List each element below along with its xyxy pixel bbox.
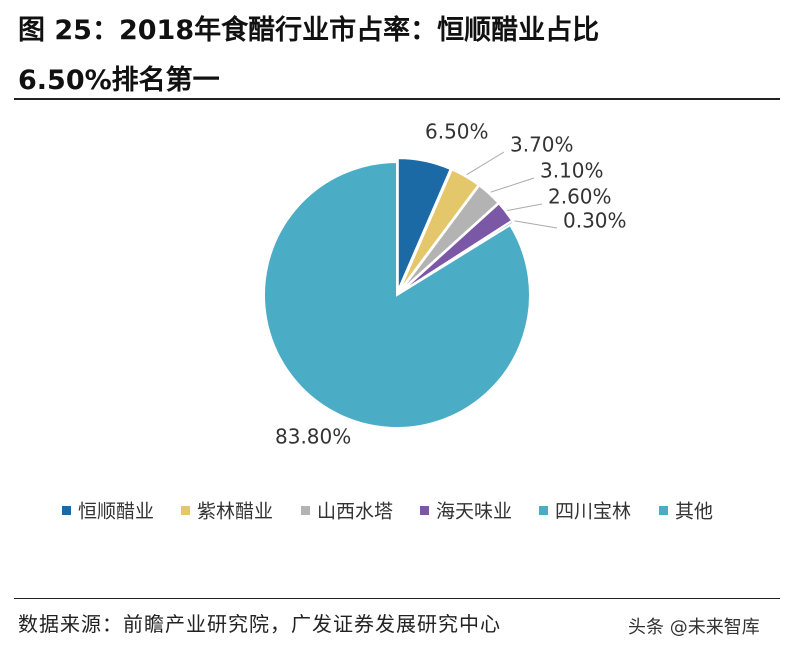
legend-label: 四川宝林 (555, 501, 631, 523)
legend-swatch (62, 506, 71, 515)
legend-label: 恒顺醋业 (78, 501, 154, 523)
data-label: 83.80% (275, 425, 351, 449)
rule (14, 598, 780, 599)
chart: 6.50% 3.70%3.10%2.60%0.30% 83.80% 恒顺醋业 紫林醋业 山… (62, 120, 713, 523)
rule (14, 98, 780, 100)
title: 图 25：2018年食醋行业市占率：恒顺醋业占比 (18, 15, 600, 46)
legend-swatch (301, 506, 310, 515)
leader-line (507, 203, 543, 211)
legend-swatch (420, 506, 429, 515)
pie-slice (396, 157, 452, 292)
legend-swatch (181, 506, 190, 515)
data-label: 2.60% (548, 185, 612, 209)
leader-line (514, 220, 558, 229)
legend-label: 山西水塔 (317, 501, 393, 523)
pie-slice (263, 160, 531, 429)
data-label: 0.30% (563, 209, 627, 233)
leader-line (466, 151, 505, 176)
watermark: 头条 @未来智库 (628, 617, 760, 638)
data-label: 3.10% (540, 159, 604, 183)
legend-label: 海天味业 (436, 501, 512, 523)
legend-label: 紫林醋业 (197, 501, 273, 523)
title: 6.50%排名第一 (18, 65, 220, 96)
data-label: 6.50% (425, 120, 489, 144)
legend-swatch (539, 506, 548, 515)
legend-swatch (659, 506, 668, 515)
leader-line (490, 177, 535, 193)
data-label: 3.70% (510, 133, 574, 157)
legend-label: 其他 (675, 501, 713, 523)
source: 数据来源：前瞻产业研究院，广发证券发展研究中心 (18, 612, 501, 636)
